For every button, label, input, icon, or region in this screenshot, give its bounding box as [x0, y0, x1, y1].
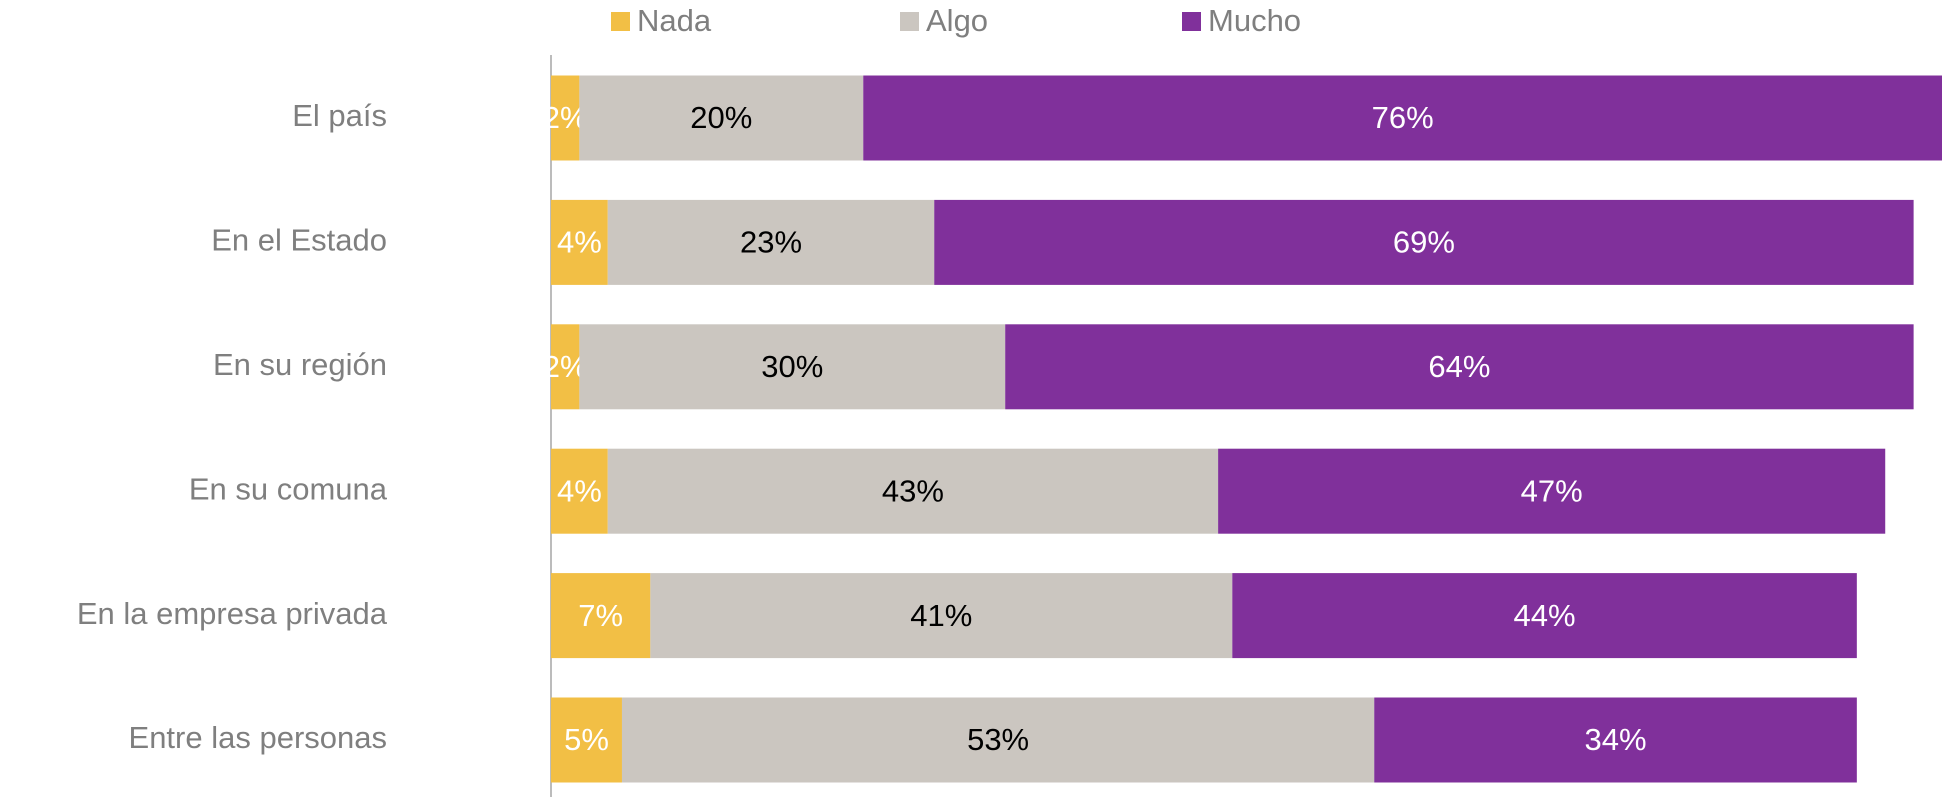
value-label: 53%	[967, 722, 1029, 757]
bar-segment	[551, 697, 622, 783]
legend-swatch	[1182, 12, 1201, 31]
bar-segment	[551, 75, 580, 161]
category-label: En la empresa privada	[77, 596, 388, 631]
bar-segment	[621, 697, 1375, 783]
legend-swatch	[900, 12, 919, 31]
value-label: 69%	[1393, 225, 1455, 260]
value-label: 41%	[910, 598, 972, 633]
bar-segment	[1232, 573, 1857, 659]
value-label: 4%	[557, 473, 602, 508]
bar-segment	[650, 573, 1233, 659]
bar-segment	[607, 199, 935, 285]
bar-segment	[1218, 448, 1886, 534]
category-label: Entre las personas	[129, 720, 387, 755]
value-label: 64%	[1428, 349, 1490, 384]
value-label: 76%	[1372, 100, 1434, 135]
bar-segment	[551, 324, 580, 410]
bar-segment	[551, 448, 608, 534]
legend-label: Nada	[637, 3, 712, 38]
category-label: En su región	[213, 347, 387, 382]
value-label: 30%	[761, 349, 823, 384]
value-label: 4%	[557, 225, 602, 260]
value-label: 5%	[564, 722, 609, 757]
bar-segment	[863, 75, 1942, 161]
category-label: El país	[292, 98, 387, 133]
bar-segment	[551, 573, 651, 659]
bar-segment	[551, 199, 608, 285]
category-label: En su comuna	[189, 471, 388, 506]
bar-segment	[607, 448, 1219, 534]
value-label: 23%	[740, 225, 802, 260]
value-label: 7%	[578, 598, 623, 633]
bar-segment	[934, 199, 1914, 285]
value-label: 20%	[690, 100, 752, 135]
value-label: 44%	[1514, 598, 1576, 633]
value-label: 43%	[882, 473, 944, 508]
bar-segment	[1005, 324, 1914, 410]
value-label: 34%	[1585, 722, 1647, 757]
bar-segment	[579, 75, 864, 161]
legend-swatch	[611, 12, 630, 31]
category-label: En el Estado	[211, 223, 387, 258]
value-label: 47%	[1521, 473, 1583, 508]
bar-segment	[579, 324, 1006, 410]
bar-segment	[1374, 697, 1857, 783]
legend-label: Mucho	[1208, 3, 1301, 38]
legend-label: Algo	[926, 3, 988, 38]
